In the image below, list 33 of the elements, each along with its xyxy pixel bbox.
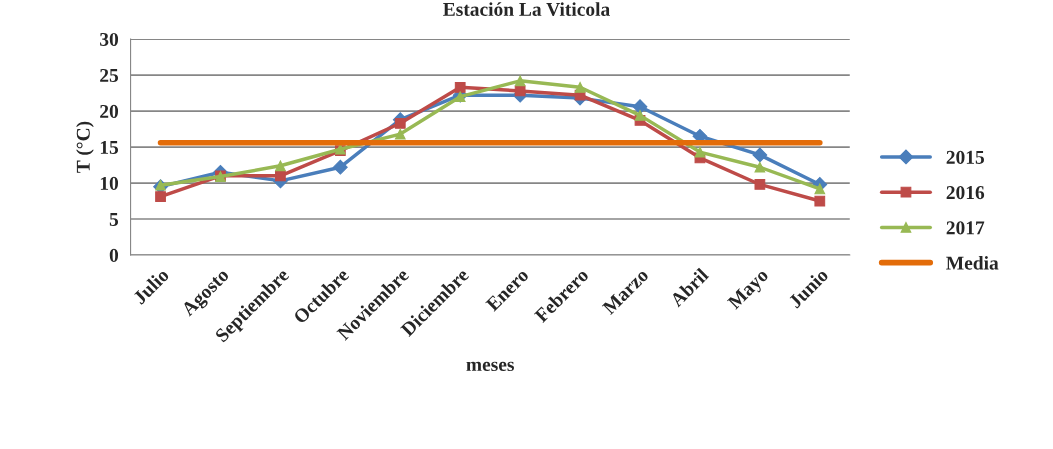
point	[814, 195, 826, 207]
legend-label: 2016	[946, 186, 985, 200]
point	[634, 109, 646, 121]
point	[454, 81, 466, 93]
point	[814, 183, 826, 195]
point	[155, 191, 166, 203]
legend-label: 2017	[946, 221, 985, 235]
x-tick-label: Julio	[132, 267, 170, 305]
chart-title: Estación La Viticola	[443, 2, 610, 17]
y-tick-label: 5	[109, 213, 119, 226]
point	[754, 161, 766, 173]
y-tick-label: 15	[100, 140, 119, 154]
point	[514, 75, 526, 87]
point	[275, 170, 286, 182]
point	[155, 179, 166, 191]
y-axis-title: T (°C)	[76, 121, 94, 173]
point	[752, 147, 768, 163]
legend-label: 2015	[946, 150, 984, 164]
point	[454, 91, 466, 103]
point	[275, 160, 286, 172]
y-tick-label: 25	[100, 68, 119, 82]
point	[332, 159, 348, 175]
y-tick-label: 0	[109, 248, 119, 262]
y-tick-label: 20	[100, 104, 119, 118]
y-tick-label: 30	[100, 32, 119, 46]
point	[754, 179, 766, 190]
x-axis-title: meses	[466, 361, 514, 372]
point	[394, 117, 406, 129]
y-tick-label: 10	[100, 176, 119, 190]
point	[694, 146, 706, 158]
point	[514, 85, 526, 97]
legend-label: Media	[946, 255, 999, 270]
point	[574, 81, 586, 93]
